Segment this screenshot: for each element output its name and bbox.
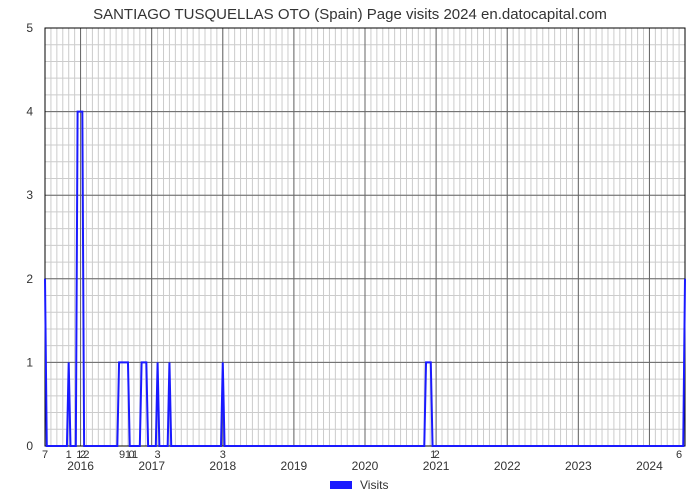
y-tick-label: 3: [26, 188, 33, 202]
value-label: 3: [220, 449, 226, 461]
x-tick-label: 2018: [209, 459, 236, 473]
x-tick-label: 2020: [352, 459, 379, 473]
y-tick-label: 1: [26, 355, 33, 369]
legend-label: Visits: [360, 478, 388, 492]
y-tick-label: 4: [26, 105, 33, 119]
x-tick-label: 2021: [423, 459, 450, 473]
value-label: 7: [42, 449, 48, 461]
y-tick-label: 5: [26, 21, 33, 35]
legend-swatch: [330, 481, 352, 489]
x-tick-label: 2022: [494, 459, 521, 473]
x-tick-label: 2019: [281, 459, 308, 473]
value-label: 6: [676, 449, 682, 461]
x-tick-label: 2024: [636, 459, 663, 473]
x-tick-label: 2017: [138, 459, 165, 473]
value-label: 2: [83, 449, 89, 461]
y-tick-label: 2: [26, 272, 33, 286]
line-chart: 0123452016201720182019202020212022202320…: [0, 0, 700, 500]
value-label: 3: [155, 449, 161, 461]
x-tick-label: 2023: [565, 459, 592, 473]
value-label: 1: [66, 449, 72, 461]
x-tick-label: 2016: [67, 459, 94, 473]
value-label: 2: [434, 449, 440, 461]
y-tick-label: 0: [26, 439, 33, 453]
value-label: 1: [132, 449, 138, 461]
chart-title: SANTIAGO TUSQUELLAS OTO (Spain) Page vis…: [0, 6, 700, 23]
